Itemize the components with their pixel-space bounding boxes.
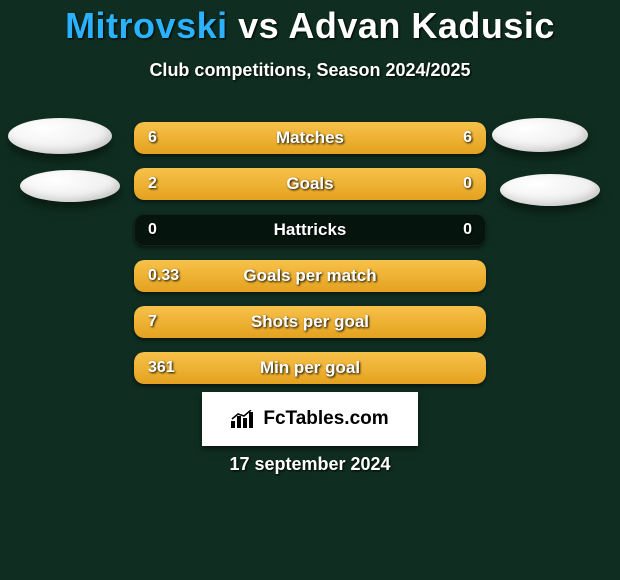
stat-row: 361Min per goal bbox=[134, 352, 486, 384]
brand-logo: FcTables.com bbox=[202, 392, 418, 446]
stat-value-left: 6 bbox=[148, 122, 157, 154]
stat-value-left: 0.33 bbox=[148, 260, 179, 292]
stat-value-right: 0 bbox=[463, 168, 472, 200]
stat-value-left: 361 bbox=[148, 352, 175, 384]
subtitle: Club competitions, Season 2024/2025 bbox=[0, 60, 620, 81]
stat-bar-right bbox=[416, 168, 486, 200]
title: Mitrovski vs Advan Kadusic bbox=[0, 0, 620, 46]
stat-row: 20Goals bbox=[134, 168, 486, 200]
title-vs: vs bbox=[238, 5, 279, 46]
stat-bar-left bbox=[134, 168, 416, 200]
stat-row: 7Shots per goal bbox=[134, 306, 486, 338]
stat-row: 66Matches bbox=[134, 122, 486, 154]
title-player-left: Mitrovski bbox=[65, 5, 228, 46]
brand-logo-text: FcTables.com bbox=[263, 408, 388, 430]
stat-bar-right bbox=[310, 122, 486, 154]
title-player-right: Advan Kadusic bbox=[288, 5, 555, 46]
stat-value-left: 2 bbox=[148, 168, 157, 200]
stat-value-left: 7 bbox=[148, 306, 157, 338]
stat-bar-full bbox=[134, 352, 486, 384]
stat-bar-left bbox=[134, 122, 310, 154]
stat-label: Hattricks bbox=[134, 214, 486, 246]
stat-value-right: 0 bbox=[463, 214, 472, 246]
stat-bar-full bbox=[134, 306, 486, 338]
stat-value-left: 0 bbox=[148, 214, 157, 246]
stat-rows: 66Matches20Goals00Hattricks0.33Goals per… bbox=[0, 122, 620, 398]
brand-logo-inner: FcTables.com bbox=[231, 408, 388, 430]
stat-row: 0.33Goals per match bbox=[134, 260, 486, 292]
stat-row: 0 0Hattricks bbox=[134, 214, 486, 246]
comparison-card: Mitrovski vs Advan Kadusic Club competit… bbox=[0, 0, 620, 580]
bars-icon bbox=[231, 410, 255, 428]
stat-value-right: 6 bbox=[463, 122, 472, 154]
stat-bar-full bbox=[134, 260, 486, 292]
date-footer: 17 september 2024 bbox=[0, 454, 620, 475]
